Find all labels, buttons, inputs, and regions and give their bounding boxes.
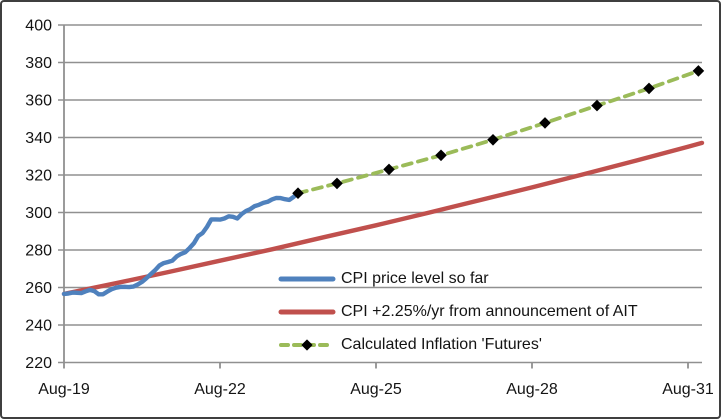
- futures-diamond-marker: [487, 134, 499, 146]
- y-tick-label: 260: [25, 280, 52, 297]
- legend-red-line-icon: [278, 309, 336, 314]
- futures-diamond-marker: [539, 117, 551, 129]
- legend-green-dash-diamond-icon: [279, 338, 335, 351]
- y-tick-label: 220: [25, 355, 52, 372]
- y-tick-label: 340: [25, 130, 52, 147]
- legend-label-cpi-actual: CPI price level so far: [341, 269, 489, 287]
- y-tick-label: 380: [25, 55, 52, 72]
- y-tick-label: 240: [25, 318, 52, 335]
- legend-item-futures: Calculated Inflation 'Futures': [278, 328, 638, 361]
- futures-diamond-marker: [692, 65, 705, 77]
- futures-diamond-marker: [643, 82, 655, 95]
- futures-diamond-marker: [435, 149, 447, 162]
- x-tick-label: Aug-28: [506, 381, 558, 398]
- legend-label-cpi-target: CPI +2.25%/yr from announcement of AIT: [341, 302, 638, 320]
- legend-blue-line-icon: [278, 276, 336, 281]
- series-cpi-actual-line: [61, 191, 301, 297]
- y-tick-label: 400: [25, 18, 52, 35]
- legend-item-cpi-actual: CPI price level so far: [278, 262, 638, 295]
- series-cpi-target-line: [61, 140, 705, 297]
- y-tick-label: 280: [25, 243, 52, 260]
- x-tick-label: Aug-22: [194, 381, 246, 398]
- x-tick-label: Aug-25: [350, 381, 402, 398]
- futures-diamond-marker: [331, 177, 343, 190]
- futures-diamond-marker: [591, 99, 603, 112]
- futures-diamond-marker: [383, 163, 395, 176]
- y-tick-label: 360: [25, 93, 52, 110]
- y-tick-label: 300: [25, 205, 52, 222]
- x-tick-label: Aug-19: [38, 381, 90, 398]
- legend-item-cpi-target: CPI +2.25%/yr from announcement of AIT: [278, 295, 638, 328]
- y-tick-label: 320: [25, 168, 52, 185]
- legend-label-futures: Calculated Inflation 'Futures': [341, 335, 542, 353]
- chart-legend: CPI price level so far CPI +2.25%/yr fro…: [278, 262, 638, 361]
- x-tick-label: Aug-31: [662, 381, 714, 398]
